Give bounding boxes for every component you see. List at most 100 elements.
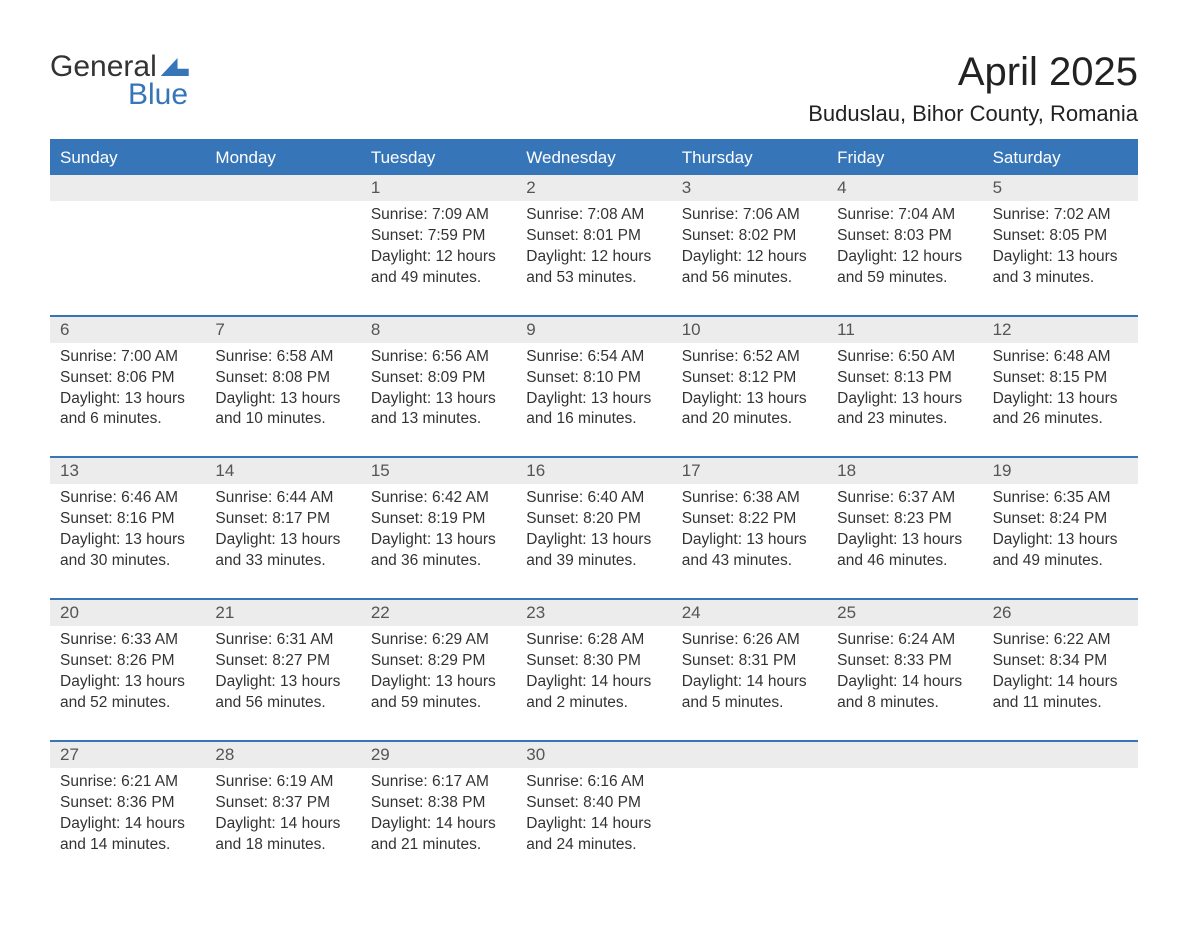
day-line: and 56 minutes. [215, 693, 350, 714]
day-line: and 59 minutes. [371, 693, 506, 714]
day-number [205, 175, 360, 201]
daynum-row: 12345 [50, 175, 1138, 201]
day-line: Daylight: 14 hours [526, 672, 661, 693]
weekday-header: Wednesday [516, 141, 671, 175]
week-block: 13141516171819Sunrise: 6:46 AMSunset: 8:… [50, 456, 1138, 598]
cells-row: Sunrise: 7:09 AMSunset: 7:59 PMDaylight:… [50, 201, 1138, 315]
day-cell: Sunrise: 6:33 AMSunset: 8:26 PMDaylight:… [50, 626, 205, 740]
day-line: and 20 minutes. [682, 409, 817, 430]
day-line: and 21 minutes. [371, 835, 506, 856]
day-cell [672, 768, 827, 882]
day-number: 17 [672, 458, 827, 484]
day-line: Sunset: 8:20 PM [526, 509, 661, 530]
weekday-header: Friday [827, 141, 982, 175]
week-block: 27282930Sunrise: 6:21 AMSunset: 8:36 PMD… [50, 740, 1138, 882]
day-line: Sunrise: 7:06 AM [682, 205, 817, 226]
weeks-container: 12345Sunrise: 7:09 AMSunset: 7:59 PMDayl… [50, 175, 1138, 881]
day-number: 7 [205, 317, 360, 343]
day-cell [205, 201, 360, 315]
day-cell: Sunrise: 6:40 AMSunset: 8:20 PMDaylight:… [516, 484, 671, 598]
day-cell: Sunrise: 6:48 AMSunset: 8:15 PMDaylight:… [983, 343, 1138, 457]
day-line: and 10 minutes. [215, 409, 350, 430]
day-number: 1 [361, 175, 516, 201]
logo-flag-icon [161, 58, 189, 76]
day-number: 14 [205, 458, 360, 484]
day-line: and 8 minutes. [837, 693, 972, 714]
day-line: Sunrise: 6:42 AM [371, 488, 506, 509]
day-line: Daylight: 13 hours [215, 389, 350, 410]
day-line: and 36 minutes. [371, 551, 506, 572]
day-line: Daylight: 14 hours [371, 814, 506, 835]
day-line: Daylight: 13 hours [371, 672, 506, 693]
day-cell: Sunrise: 6:46 AMSunset: 8:16 PMDaylight:… [50, 484, 205, 598]
day-line: Sunset: 8:24 PM [993, 509, 1128, 530]
day-line: and 56 minutes. [682, 268, 817, 289]
day-cell: Sunrise: 6:44 AMSunset: 8:17 PMDaylight:… [205, 484, 360, 598]
day-cell: Sunrise: 7:06 AMSunset: 8:02 PMDaylight:… [672, 201, 827, 315]
day-line: Sunrise: 6:35 AM [993, 488, 1128, 509]
day-cell [983, 768, 1138, 882]
cells-row: Sunrise: 6:46 AMSunset: 8:16 PMDaylight:… [50, 484, 1138, 598]
header-row: General Blue April 2025 Buduslau, Bihor … [50, 50, 1138, 127]
week-block: 20212223242526Sunrise: 6:33 AMSunset: 8:… [50, 598, 1138, 740]
day-line: Sunset: 8:08 PM [215, 368, 350, 389]
day-line: Sunset: 8:33 PM [837, 651, 972, 672]
day-line: Daylight: 12 hours [837, 247, 972, 268]
day-line: Daylight: 13 hours [682, 530, 817, 551]
day-cell: Sunrise: 7:04 AMSunset: 8:03 PMDaylight:… [827, 201, 982, 315]
day-cell [827, 768, 982, 882]
day-line: and 11 minutes. [993, 693, 1128, 714]
day-line: Daylight: 13 hours [993, 247, 1128, 268]
day-cell: Sunrise: 7:00 AMSunset: 8:06 PMDaylight:… [50, 343, 205, 457]
day-line: Daylight: 13 hours [371, 389, 506, 410]
logo: General Blue [50, 50, 189, 112]
daynum-row: 6789101112 [50, 317, 1138, 343]
day-line: Sunset: 7:59 PM [371, 226, 506, 247]
day-number: 11 [827, 317, 982, 343]
logo-word2: Blue [128, 78, 188, 112]
day-line: and 59 minutes. [837, 268, 972, 289]
day-line: Sunset: 8:12 PM [682, 368, 817, 389]
day-line: Sunset: 8:37 PM [215, 793, 350, 814]
day-number [827, 742, 982, 768]
weekday-header: Sunday [50, 141, 205, 175]
day-number: 3 [672, 175, 827, 201]
cells-row: Sunrise: 6:21 AMSunset: 8:36 PMDaylight:… [50, 768, 1138, 882]
day-line: Sunrise: 7:08 AM [526, 205, 661, 226]
daynum-row: 13141516171819 [50, 458, 1138, 484]
day-cell: Sunrise: 6:28 AMSunset: 8:30 PMDaylight:… [516, 626, 671, 740]
day-line: Daylight: 12 hours [526, 247, 661, 268]
day-line: Sunset: 8:03 PM [837, 226, 972, 247]
day-number: 16 [516, 458, 671, 484]
day-line: Sunrise: 6:31 AM [215, 630, 350, 651]
day-line: Sunset: 8:29 PM [371, 651, 506, 672]
day-cell: Sunrise: 6:38 AMSunset: 8:22 PMDaylight:… [672, 484, 827, 598]
day-number: 28 [205, 742, 360, 768]
month-title: April 2025 [808, 50, 1138, 95]
day-cell: Sunrise: 7:08 AMSunset: 8:01 PMDaylight:… [516, 201, 671, 315]
day-line: Sunrise: 6:52 AM [682, 347, 817, 368]
week-block: 12345Sunrise: 7:09 AMSunset: 7:59 PMDayl… [50, 175, 1138, 315]
day-line: Sunset: 8:31 PM [682, 651, 817, 672]
day-number: 22 [361, 600, 516, 626]
cells-row: Sunrise: 6:33 AMSunset: 8:26 PMDaylight:… [50, 626, 1138, 740]
day-line: and 39 minutes. [526, 551, 661, 572]
day-number: 21 [205, 600, 360, 626]
day-line: Daylight: 13 hours [837, 530, 972, 551]
day-number: 26 [983, 600, 1138, 626]
day-line: Sunrise: 7:00 AM [60, 347, 195, 368]
day-cell: Sunrise: 6:22 AMSunset: 8:34 PMDaylight:… [983, 626, 1138, 740]
day-line: Sunrise: 6:19 AM [215, 772, 350, 793]
day-line: Daylight: 13 hours [526, 389, 661, 410]
weekday-header: Tuesday [361, 141, 516, 175]
day-line: Sunset: 8:40 PM [526, 793, 661, 814]
day-line: and 6 minutes. [60, 409, 195, 430]
location-subtitle: Buduslau, Bihor County, Romania [808, 101, 1138, 127]
day-cell: Sunrise: 6:35 AMSunset: 8:24 PMDaylight:… [983, 484, 1138, 598]
day-number [50, 175, 205, 201]
day-line: Sunrise: 6:28 AM [526, 630, 661, 651]
day-line: Daylight: 13 hours [215, 672, 350, 693]
day-line: Sunset: 8:17 PM [215, 509, 350, 530]
day-line: Daylight: 14 hours [526, 814, 661, 835]
day-cell: Sunrise: 6:50 AMSunset: 8:13 PMDaylight:… [827, 343, 982, 457]
